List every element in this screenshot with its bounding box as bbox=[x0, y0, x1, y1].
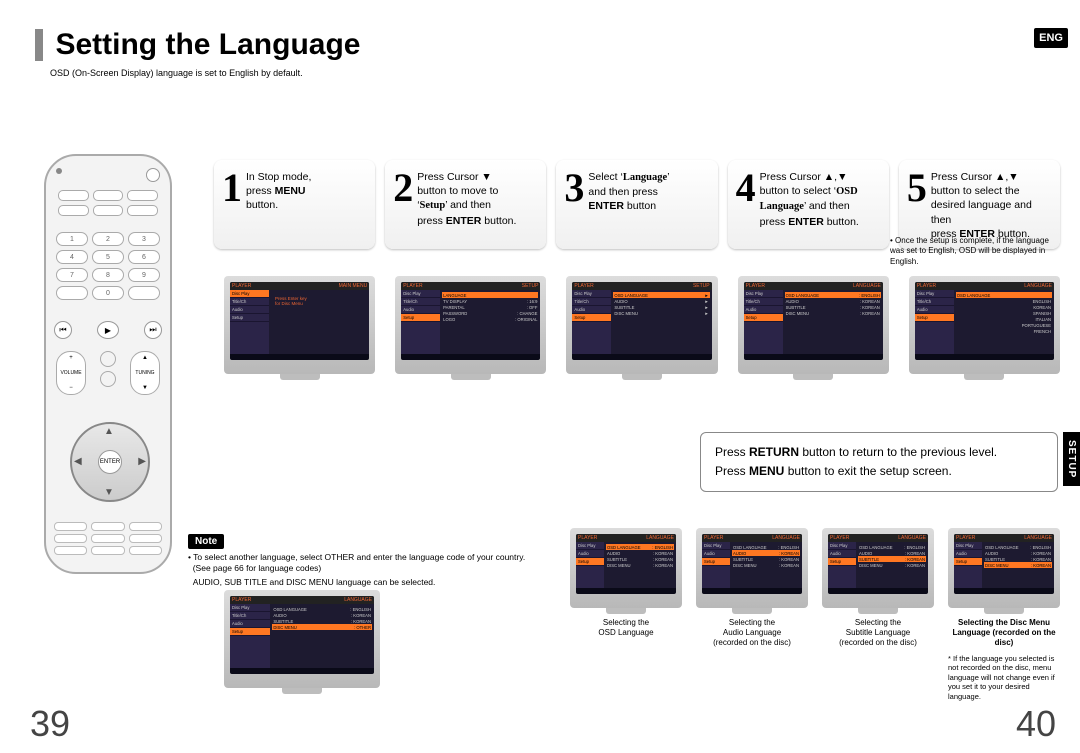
tv-row-bottom: PLAYERLANGUAGE Disc PlayAudioSetupOSD LA… bbox=[570, 528, 1060, 701]
page-num-left: 39 bbox=[30, 703, 70, 745]
setup-tab: SETUP bbox=[1063, 432, 1080, 486]
tv-1: PLAYERMAIN MENU Disc PlayTitle/ChAudioSe… bbox=[224, 276, 375, 380]
page-title: Setting the Language bbox=[35, 28, 360, 62]
remote-dpad: ENTER ▲▼◀▶ bbox=[70, 422, 150, 502]
info-line-1: Press RETURN button to return to the pre… bbox=[715, 443, 1043, 462]
eng-badge: ENG bbox=[1034, 28, 1068, 48]
title-text: Setting the Language bbox=[55, 28, 360, 61]
tv-row-top: PLAYERMAIN MENU Disc PlayTitle/ChAudioSe… bbox=[224, 276, 1060, 380]
info-line-2: Press MENU button to exit the setup scre… bbox=[715, 462, 1043, 481]
footnote: * If the language you selected is not re… bbox=[948, 654, 1060, 701]
step-3: 3Select ‘Language’and then pressENTER bu… bbox=[556, 160, 717, 249]
note-badge: Note bbox=[188, 534, 224, 549]
tv-4: PLAYERLANGUAGE Disc PlayTitle/ChAudioSet… bbox=[738, 276, 889, 380]
tv-2: PLAYERSETUP Disc PlayTitle/ChAudioSetup … bbox=[395, 276, 546, 380]
step-4: 4Press Cursor ▲,▼button to select ‘OSDLa… bbox=[728, 160, 889, 249]
bottom-tv-3: PLAYERLANGUAGE Disc PlayAudioSetupOSD LA… bbox=[822, 528, 934, 701]
title-accent bbox=[35, 29, 43, 61]
tv-bottom-left: PLAYERLANGUAGE Disc PlayTitle/ChAudioSet… bbox=[224, 590, 380, 694]
extra-note: • Once the setup is complete, if the lan… bbox=[890, 236, 1056, 267]
info-box: Press RETURN button to return to the pre… bbox=[700, 432, 1058, 492]
bottom-tv-1: PLAYERLANGUAGE Disc PlayAudioSetupOSD LA… bbox=[570, 528, 682, 701]
step-1: 1In Stop mode,press MENUbutton. bbox=[214, 160, 375, 249]
tv-3: PLAYERSETUP Disc PlayTitle/ChAudioSetup … bbox=[566, 276, 717, 380]
step-2: 2Press Cursor ▼button to move to‘Setup’ … bbox=[385, 160, 546, 249]
subtitle: OSD (On-Screen Display) language is set … bbox=[50, 68, 303, 78]
bottom-tv-4: PLAYERLANGUAGE Disc PlayAudioSetupOSD LA… bbox=[948, 528, 1060, 701]
remote-numpad: 123 456 789 0 bbox=[56, 232, 160, 300]
remote-control: 123 456 789 0 ⏮▶⏭ +VOLUME− ▲TUNING▼ ENTE… bbox=[44, 154, 172, 574]
bottom-tv-2: PLAYERLANGUAGE Disc PlayAudioSetupOSD LA… bbox=[696, 528, 808, 701]
note-text: • To select another language, select OTH… bbox=[188, 552, 548, 590]
page-num-right: 40 bbox=[1016, 703, 1056, 745]
tv-5: PLAYERLANGUAGE Disc PlayTitle/ChAudioSet… bbox=[909, 276, 1060, 380]
